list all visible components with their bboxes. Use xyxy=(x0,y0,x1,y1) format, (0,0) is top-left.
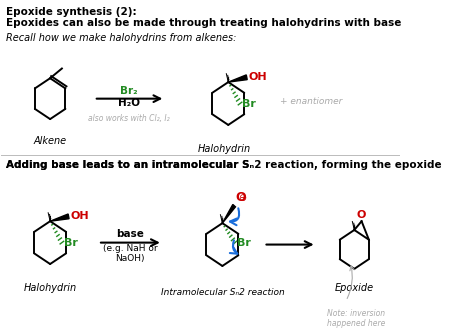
Text: Adding base leads to an intramolecular S: Adding base leads to an intramolecular S xyxy=(7,160,250,170)
Text: Br₂: Br₂ xyxy=(120,86,138,96)
Polygon shape xyxy=(228,75,247,82)
FancyArrowPatch shape xyxy=(230,240,237,254)
Text: Alkene: Alkene xyxy=(34,136,67,146)
Text: Br: Br xyxy=(242,99,255,109)
Text: Recall how we make halohydrins from alkenes:: Recall how we make halohydrins from alke… xyxy=(7,33,237,43)
Text: + enantiomer: + enantiomer xyxy=(280,97,343,106)
Text: Epoxide: Epoxide xyxy=(335,282,374,292)
Text: Halohydrin: Halohydrin xyxy=(198,145,251,155)
FancyArrowPatch shape xyxy=(347,266,354,298)
Text: OH: OH xyxy=(248,72,267,82)
Polygon shape xyxy=(222,204,236,223)
Text: Br: Br xyxy=(237,238,251,248)
Text: (e.g. NaH or
NaOH): (e.g. NaH or NaOH) xyxy=(103,244,157,263)
Text: Intramolecular Sₙ2 reaction: Intramolecular Sₙ2 reaction xyxy=(161,288,284,297)
Text: Adding base leads to an intramolecular Sₙ2 reaction, forming the epoxide: Adding base leads to an intramolecular S… xyxy=(7,160,442,170)
Text: Epoxides can also be made through treating halohydrins with base: Epoxides can also be made through treati… xyxy=(7,18,402,28)
Text: O: O xyxy=(357,210,366,220)
Text: ⊖: ⊖ xyxy=(237,193,246,203)
FancyArrowPatch shape xyxy=(230,208,239,225)
Text: Note: inversion
happened here: Note: inversion happened here xyxy=(328,309,386,328)
Text: Br: Br xyxy=(64,238,77,248)
Text: O: O xyxy=(235,191,246,204)
Text: base: base xyxy=(116,229,144,239)
Text: OH: OH xyxy=(70,211,89,221)
Text: Halohydrin: Halohydrin xyxy=(24,282,77,292)
Polygon shape xyxy=(50,214,69,221)
Text: also works with Cl₂, I₂: also works with Cl₂, I₂ xyxy=(88,114,170,123)
Text: Epoxide synthesis (2):: Epoxide synthesis (2): xyxy=(7,7,137,17)
Text: H₂O: H₂O xyxy=(118,98,140,108)
